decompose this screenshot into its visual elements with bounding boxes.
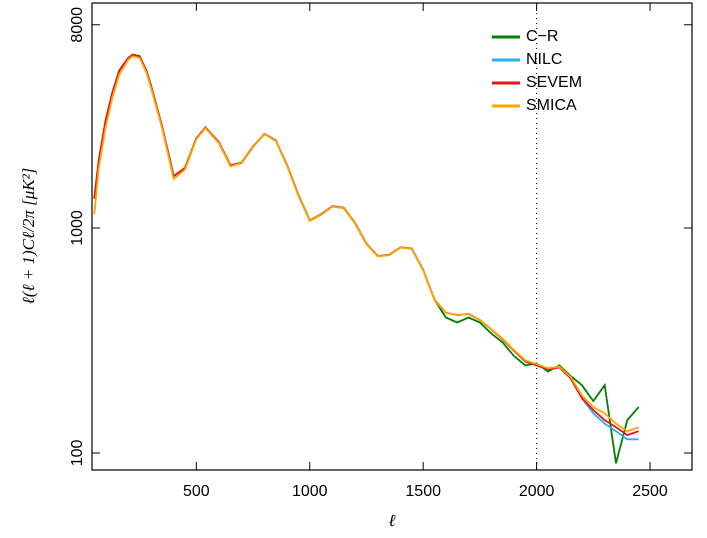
legend-label: C−R [526,28,558,45]
plot-frame [91,2,693,471]
y-tick-label: 1000 [69,210,86,246]
x-tick-label: 1000 [292,483,328,500]
legend-label: SMICA [526,97,577,114]
x-tick-label: 500 [183,483,210,500]
y-tick-label: 8000 [69,7,86,43]
y-tick-label: 100 [69,440,86,467]
x-tick-label: 2000 [519,483,555,500]
x-tick-label: 2500 [632,483,668,500]
y-axis-label: ℓ(ℓ + 1)Cℓ/2π [μK²] [19,168,38,305]
legend-label: SEVEM [526,74,582,91]
series-line [93,55,639,433]
x-axis-label: ℓ [388,511,395,530]
series-line [93,53,640,464]
x-tick-label: 1500 [405,483,441,500]
legend-label: NILC [526,51,562,68]
